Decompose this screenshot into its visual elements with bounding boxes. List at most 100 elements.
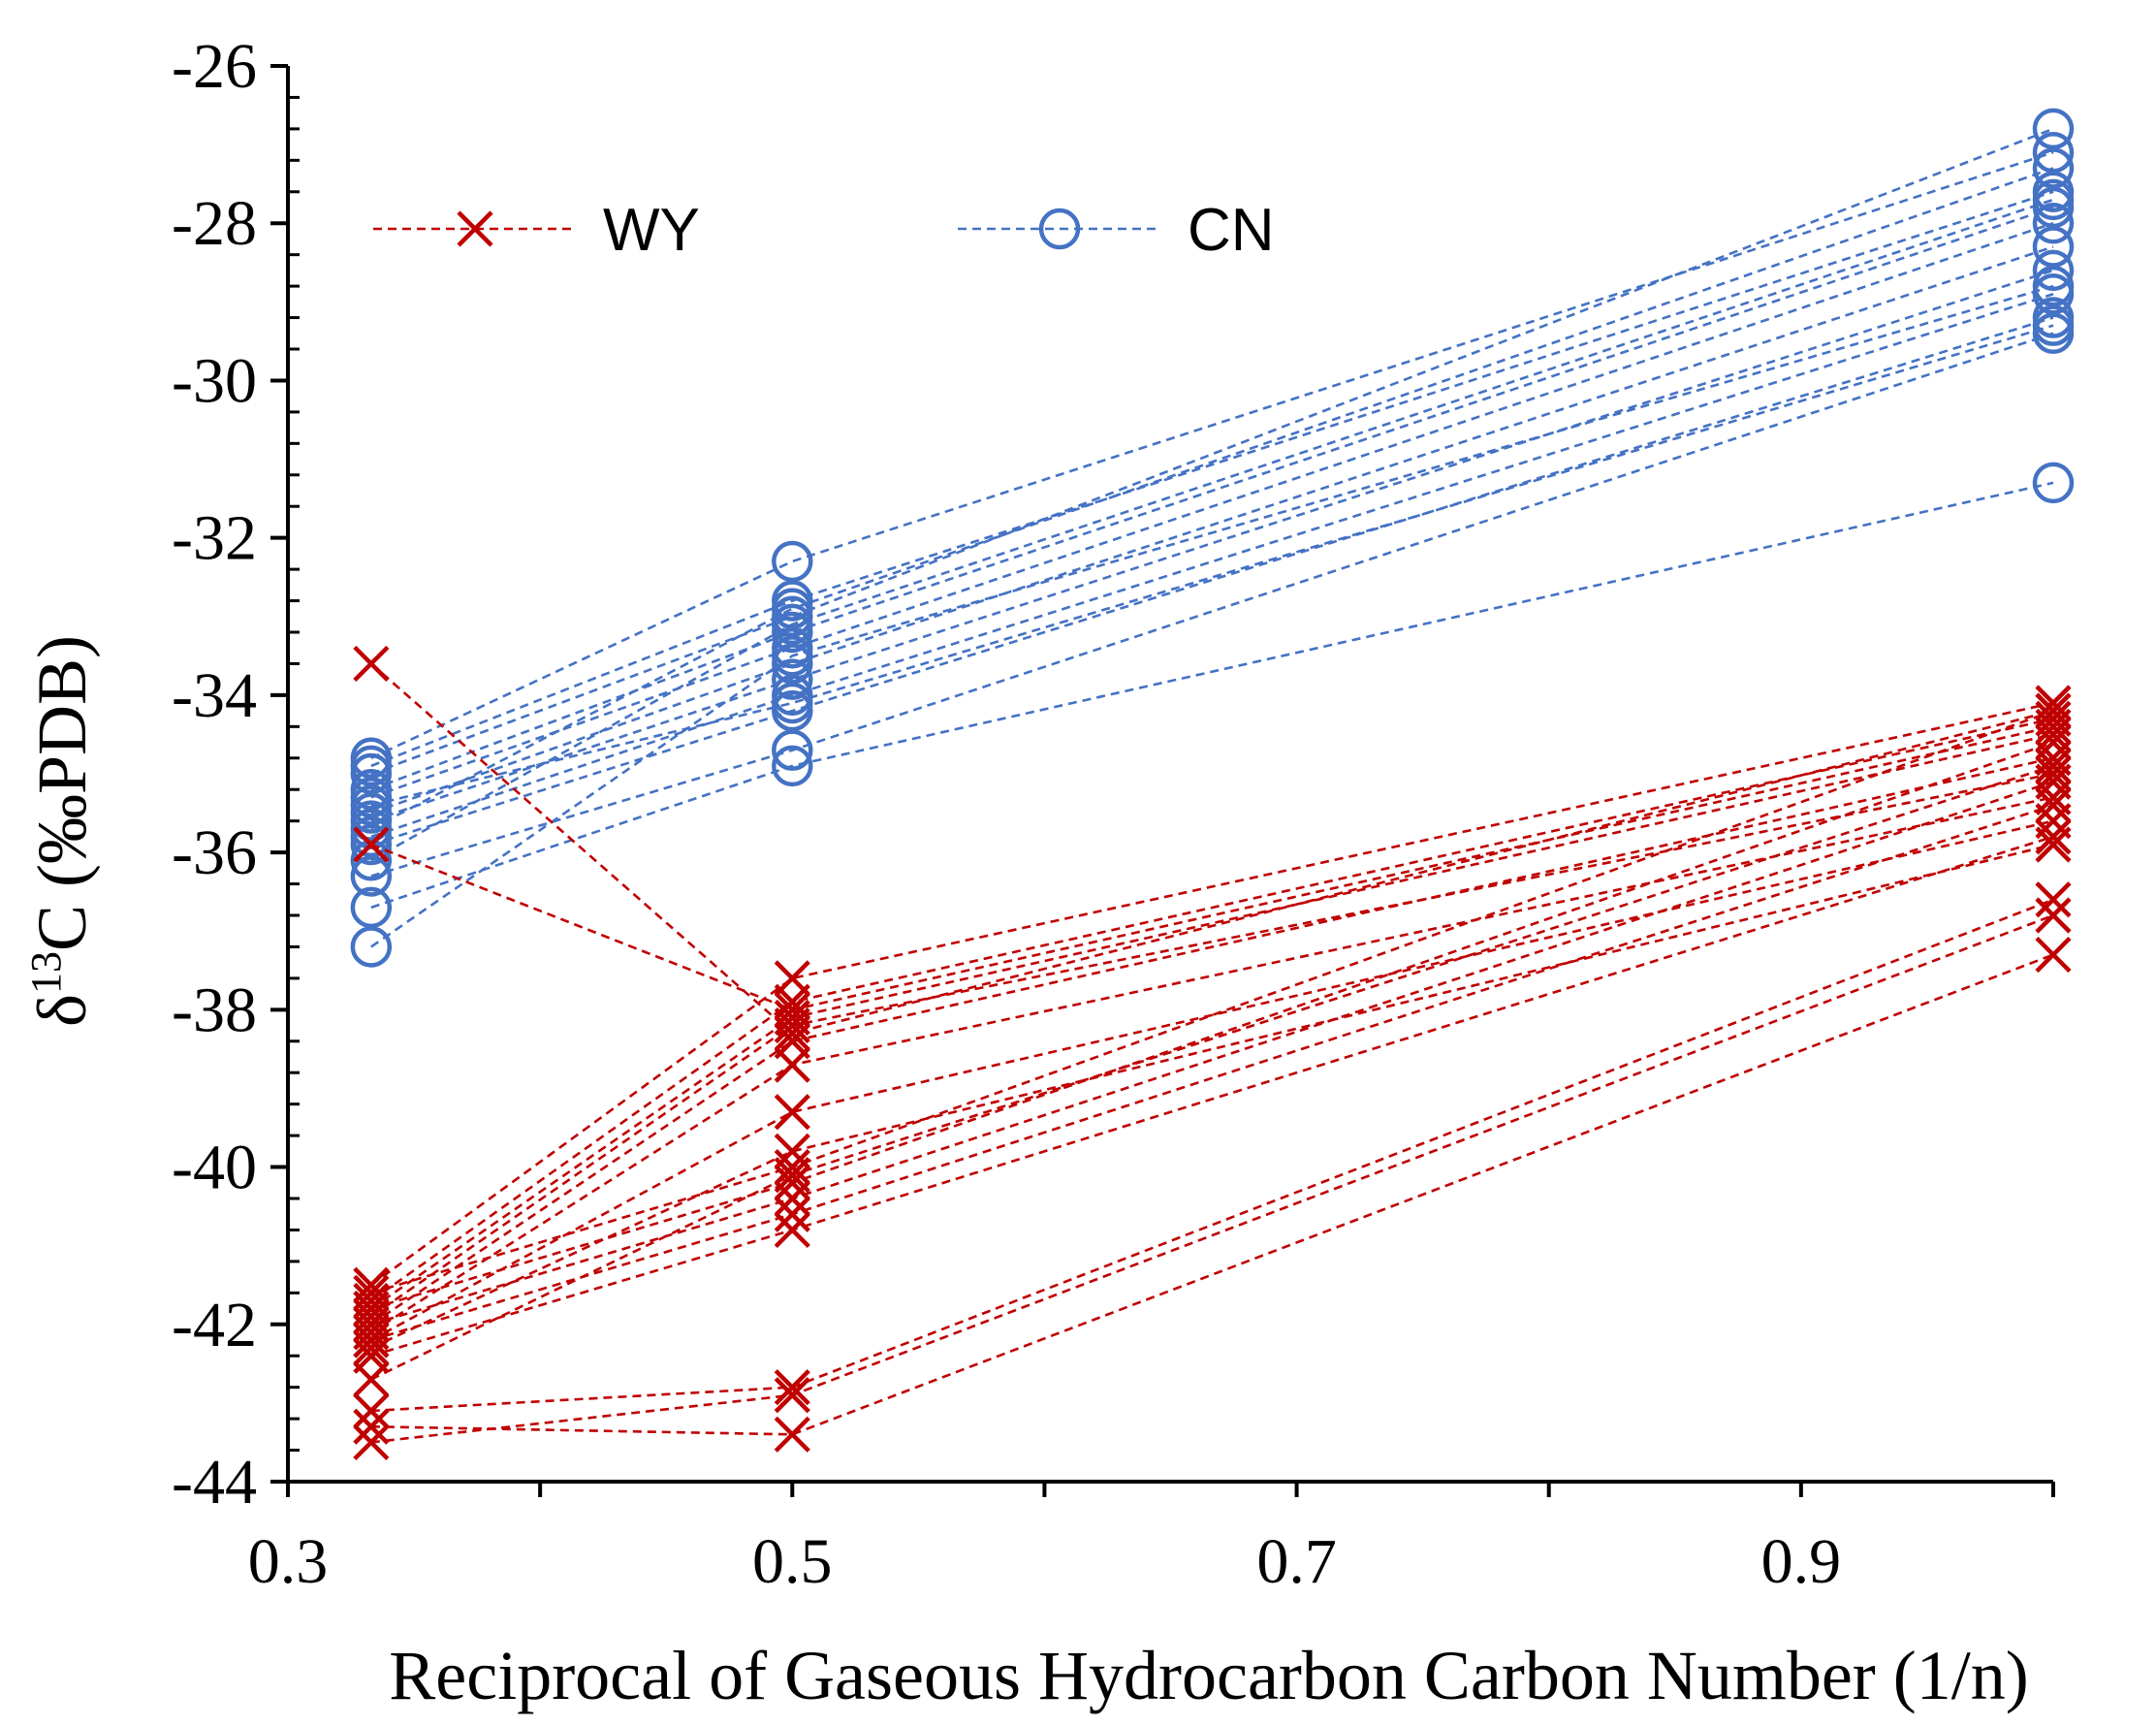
- wy-data-point: [774, 1211, 810, 1249]
- wy-data-point: [774, 1148, 810, 1186]
- cn-series-line: [370, 190, 2054, 768]
- wy-data-point: [2035, 936, 2072, 974]
- cn-data-point: [2032, 462, 2075, 504]
- y-tick-label: -38: [172, 975, 257, 1045]
- cn-data-point: [2032, 147, 2075, 189]
- wy-data-point: [353, 1274, 390, 1311]
- cn-data-point: [350, 784, 393, 826]
- legend-marker-wy: [457, 210, 493, 247]
- cn-data-point: [2032, 108, 2075, 150]
- cn-data-point: [772, 603, 813, 646]
- cn-data-point: [2032, 131, 2075, 174]
- wy-data-point: [2035, 748, 2072, 784]
- wy-data-point: [774, 1377, 810, 1414]
- wy-data-point: [774, 1094, 810, 1131]
- series-layer: [350, 108, 2075, 1461]
- cn-data-point: [2032, 226, 2075, 268]
- axes-layer: -26 -28 -30 -32 -34 -36 -38 -40 -42 -44 0.3 0.5 0.7…: [172, 31, 2055, 1597]
- cn-data-point: [772, 729, 813, 771]
- cn-data-point: [350, 926, 393, 968]
- wy-data-point: [2035, 897, 2072, 934]
- cn-data-point: [772, 745, 813, 787]
- x-tick-label: 0.7: [1256, 1526, 1337, 1597]
- cn-series-line: [370, 324, 2054, 807]
- wy-data-point: [2035, 881, 2072, 918]
- legend-item-wy: WY: [373, 197, 700, 264]
- y-tick-label: -34: [172, 660, 257, 731]
- cn-data-point: [772, 588, 813, 629]
- wy-data-point: [353, 1392, 390, 1429]
- cn-data-point: [2032, 202, 2075, 244]
- cn-series-line: [370, 481, 2054, 910]
- x-tick-label: 0.3: [248, 1526, 329, 1597]
- wy-series-line: [370, 756, 2054, 1326]
- legend-marker-cn: [1038, 208, 1081, 250]
- cn-data-point: [350, 823, 393, 866]
- wy-data-point: [774, 1369, 810, 1406]
- cn-data-point: [350, 752, 393, 795]
- y-tick-label: -30: [172, 345, 257, 416]
- wy-data-point: [353, 645, 390, 683]
- cn-data-point: [350, 886, 393, 929]
- legend-marker-shape: [1038, 208, 1081, 250]
- y-tick-label: -42: [172, 1290, 257, 1360]
- wy-data-point: [774, 991, 810, 1028]
- y-tick-label: -40: [172, 1133, 257, 1203]
- wy-data-point: [2035, 685, 2072, 721]
- legend-label-cn: CN: [1188, 197, 1275, 264]
- y-tick-label: -28: [172, 188, 257, 259]
- x-axis-title: Reciprocal of Gaseous Hydrocarbon Carbon…: [389, 1637, 2028, 1714]
- cn-series-line: [370, 245, 2054, 815]
- y-tick-label: -36: [172, 817, 257, 888]
- y-ticks: -26 -28 -30 -32 -34 -36 -38 -40 -42 -44: [172, 31, 300, 1518]
- wy-data-point: [2035, 786, 2072, 824]
- cn-data-point: [2032, 265, 2075, 307]
- cn-data-point: [772, 540, 813, 583]
- x-tick-label: 0.5: [752, 1526, 833, 1597]
- wy-data-point: [353, 1290, 390, 1327]
- wy-data-point: [353, 1306, 390, 1343]
- legend-marker-shape: [457, 210, 493, 247]
- y-tick-label: -44: [172, 1447, 257, 1518]
- wy-data-point: [774, 1165, 810, 1201]
- cn-series-line: [370, 292, 2054, 839]
- legend-item-cn: CN: [958, 197, 1275, 264]
- cn-series-line: [370, 221, 2054, 799]
- cn-series-line: [370, 206, 2054, 791]
- x-ticks: 0.3 0.5 0.7 0.9: [248, 1482, 2055, 1597]
- cn-data-point: [2032, 178, 2075, 221]
- wy-data-point: [2035, 826, 2072, 863]
- wy-data-point: [353, 1360, 390, 1398]
- wy-data-point: [774, 1196, 810, 1232]
- wy-data-point: [774, 1046, 810, 1083]
- wy-series-line: [370, 819, 2054, 1342]
- wy-data-point: [774, 1157, 810, 1194]
- group-cn: [350, 108, 2075, 968]
- group-wy: [353, 645, 2072, 1461]
- legend: WY CN: [373, 197, 1275, 264]
- y-axis-title-superscript: 13: [22, 951, 70, 994]
- y-axis-title: δ13C (‰PDB): [22, 635, 101, 1027]
- wy-data-point: [774, 1416, 810, 1453]
- cn-series-line: [370, 332, 2054, 878]
- cn-series-line: [370, 269, 2054, 822]
- wy-data-point: [353, 1423, 390, 1461]
- cn-data-point: [772, 682, 813, 724]
- cn-data-point: [772, 635, 813, 677]
- cn-series-line: [370, 127, 2054, 776]
- cn-series-line: [370, 198, 2054, 862]
- wy-data-point: [353, 826, 390, 863]
- wy-data-point: [774, 1007, 810, 1044]
- legend-label-wy: WY: [603, 197, 700, 264]
- x-tick-label: 0.9: [1761, 1526, 1842, 1597]
- y-axis-title-rest: C (‰PDB): [23, 635, 101, 951]
- cn-data-point: [772, 658, 813, 700]
- cn-data-point: [2032, 304, 2075, 346]
- wy-data-point: [353, 1408, 390, 1445]
- y-tick-label: -32: [172, 503, 257, 574]
- cn-data-point: [350, 855, 393, 897]
- cn-series-line: [370, 316, 2054, 847]
- wy-data-point: [353, 1322, 390, 1358]
